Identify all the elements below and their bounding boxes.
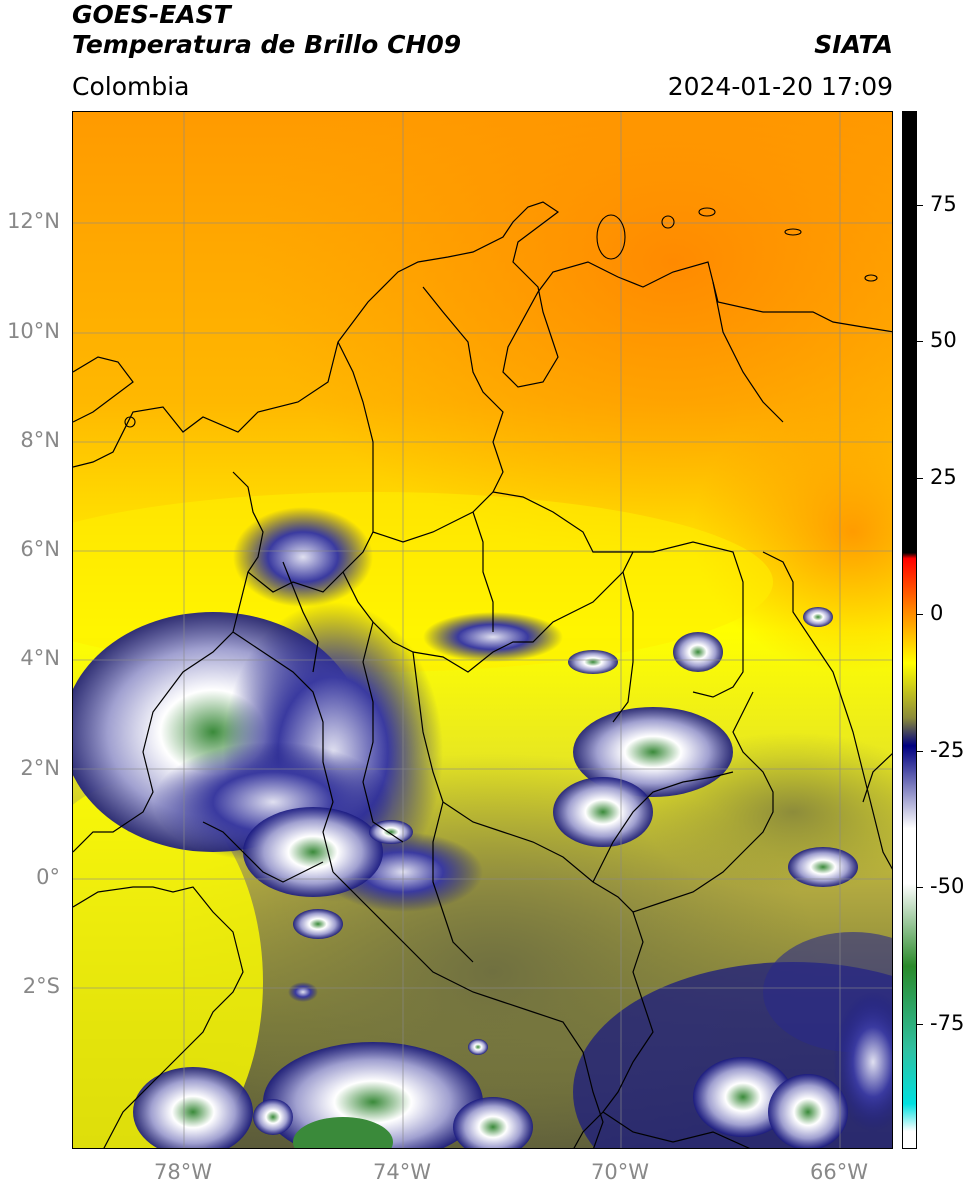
lat-label: 2°N [20, 756, 60, 780]
colorbar-tick [917, 205, 923, 206]
colorbar-tick [917, 751, 923, 752]
graticule [73, 112, 892, 1148]
colorbar-tick [917, 1024, 923, 1025]
product-title: Temperatura de Brillo CH09 [72, 30, 462, 59]
lat-label: 12°N [7, 209, 60, 233]
colorbar-tick [917, 341, 923, 342]
lon-label: 66°W [810, 1160, 868, 1184]
colorbar-label: -50 [930, 874, 965, 898]
colorbar-label: 75 [930, 192, 957, 216]
lat-label: 6°N [20, 537, 60, 561]
map-svg [73, 112, 892, 1148]
source-label: SIATA [814, 30, 893, 59]
region-label: Colombia [72, 72, 190, 101]
lon-label: 70°W [591, 1160, 649, 1184]
lat-label: 8°N [20, 428, 60, 452]
lat-label: 0° [36, 865, 60, 889]
colorbar-label: 0 [930, 601, 944, 625]
satellite-title: GOES-EAST [72, 0, 231, 29]
satellite-map [72, 111, 893, 1149]
lon-label: 74°W [373, 1160, 431, 1184]
country-borders [73, 201, 892, 1148]
colorbar-label: 50 [930, 328, 957, 352]
lat-label: 4°N [20, 646, 60, 670]
colorbar-label: -75 [930, 1011, 965, 1035]
island-outlines [124, 207, 878, 428]
lat-label: 2°S [22, 974, 60, 998]
colorbar-label: 25 [930, 465, 957, 489]
colorbar [902, 111, 917, 1149]
lon-label: 78°W [154, 1160, 212, 1184]
colorbar-tick [917, 614, 923, 615]
colorbar-label: -25 [930, 738, 965, 762]
colorbar-tick [917, 887, 923, 888]
lat-label: 10°N [7, 319, 60, 343]
colorbar-tick [917, 478, 923, 479]
timestamp-label: 2024-01-20 17:09 [667, 72, 893, 101]
